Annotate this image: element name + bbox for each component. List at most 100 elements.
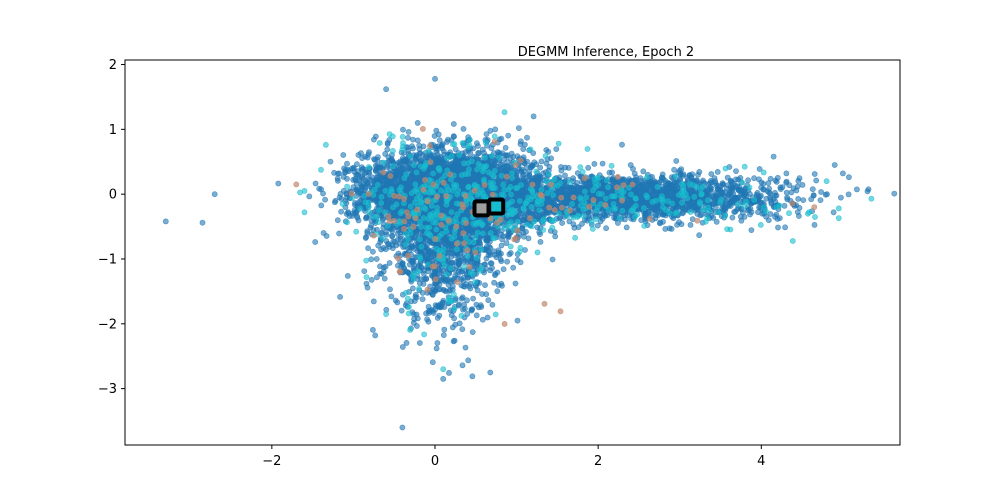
data-point bbox=[498, 258, 505, 265]
data-point bbox=[446, 288, 453, 294]
data-point bbox=[416, 340, 423, 346]
data-point bbox=[553, 146, 560, 152]
data-point bbox=[483, 291, 490, 298]
data-point bbox=[446, 369, 452, 376]
data-point bbox=[441, 287, 448, 294]
data-point bbox=[462, 344, 469, 351]
data-point bbox=[423, 276, 430, 282]
data-point bbox=[546, 163, 553, 170]
data-point bbox=[442, 277, 448, 283]
data-point bbox=[518, 168, 524, 175]
data-point bbox=[337, 293, 343, 300]
data-point bbox=[574, 170, 581, 176]
data-point bbox=[492, 126, 499, 133]
data-point bbox=[494, 149, 501, 155]
data-point bbox=[370, 298, 377, 305]
data-point bbox=[558, 167, 565, 174]
data-point bbox=[830, 209, 837, 216]
data-point bbox=[399, 344, 406, 350]
data-point bbox=[502, 144, 509, 151]
data-point bbox=[414, 137, 421, 144]
data-point bbox=[488, 260, 495, 267]
data-point bbox=[469, 373, 476, 380]
data-point bbox=[516, 125, 522, 132]
data-point bbox=[444, 136, 451, 143]
data-point bbox=[312, 180, 319, 187]
data-point bbox=[619, 141, 625, 148]
data-point bbox=[416, 280, 423, 287]
data-point bbox=[446, 242, 453, 249]
data-point bbox=[538, 158, 545, 165]
data-point bbox=[398, 307, 405, 314]
data-point bbox=[487, 369, 494, 376]
data-point bbox=[489, 301, 496, 308]
data-point bbox=[479, 146, 486, 153]
data-point bbox=[775, 224, 781, 231]
data-point bbox=[479, 316, 486, 323]
data-point bbox=[671, 166, 677, 173]
data-point bbox=[459, 294, 466, 301]
data-point bbox=[491, 248, 498, 255]
data-point bbox=[477, 302, 484, 309]
data-point bbox=[372, 332, 379, 339]
data-point bbox=[365, 245, 371, 252]
data-point bbox=[344, 272, 351, 279]
data-point bbox=[494, 288, 501, 295]
data-point bbox=[772, 213, 778, 220]
data-point bbox=[562, 164, 569, 171]
data-point bbox=[476, 150, 482, 156]
data-point bbox=[708, 171, 715, 177]
data-point bbox=[387, 286, 393, 293]
data-point bbox=[470, 295, 476, 302]
data-point bbox=[452, 252, 458, 259]
data-point bbox=[450, 133, 457, 140]
data-point bbox=[484, 238, 490, 244]
data-point bbox=[623, 224, 630, 231]
data-point bbox=[468, 306, 475, 313]
data-point bbox=[522, 247, 528, 253]
data-point bbox=[469, 329, 476, 335]
data-point bbox=[413, 323, 420, 329]
data-point bbox=[500, 266, 507, 273]
data-point bbox=[520, 146, 527, 152]
data-point bbox=[410, 311, 417, 318]
data-point bbox=[510, 264, 517, 271]
data-point bbox=[451, 315, 457, 322]
data-point bbox=[436, 137, 443, 144]
data-point bbox=[336, 230, 342, 237]
data-point bbox=[382, 263, 389, 270]
data-point bbox=[275, 180, 282, 187]
data-point bbox=[499, 161, 506, 168]
data-point bbox=[520, 217, 526, 223]
data-point bbox=[640, 168, 647, 175]
data-point bbox=[463, 281, 470, 288]
data-point bbox=[454, 271, 461, 278]
data-point bbox=[456, 260, 462, 266]
data-point bbox=[506, 251, 513, 258]
data-point bbox=[591, 160, 598, 167]
chart-title: DEGMM Inference, Epoch 2 bbox=[518, 45, 694, 60]
data-point bbox=[799, 181, 806, 188]
data-point bbox=[419, 296, 426, 303]
data-point bbox=[487, 127, 494, 134]
data-point bbox=[386, 260, 393, 266]
data-point bbox=[527, 164, 534, 171]
data-point bbox=[449, 324, 456, 331]
data-point bbox=[364, 230, 371, 236]
data-point bbox=[411, 262, 418, 268]
data-point bbox=[365, 151, 372, 158]
data-point bbox=[533, 161, 540, 168]
data-point bbox=[373, 256, 380, 262]
data-point bbox=[517, 141, 524, 147]
data-point bbox=[411, 298, 418, 304]
data-point bbox=[403, 339, 410, 346]
data-point bbox=[514, 317, 521, 324]
data-point bbox=[525, 173, 532, 180]
data-point bbox=[420, 270, 427, 277]
data-point bbox=[361, 268, 368, 274]
data-point bbox=[503, 240, 510, 246]
data-point bbox=[438, 303, 445, 310]
data-point bbox=[364, 284, 371, 291]
